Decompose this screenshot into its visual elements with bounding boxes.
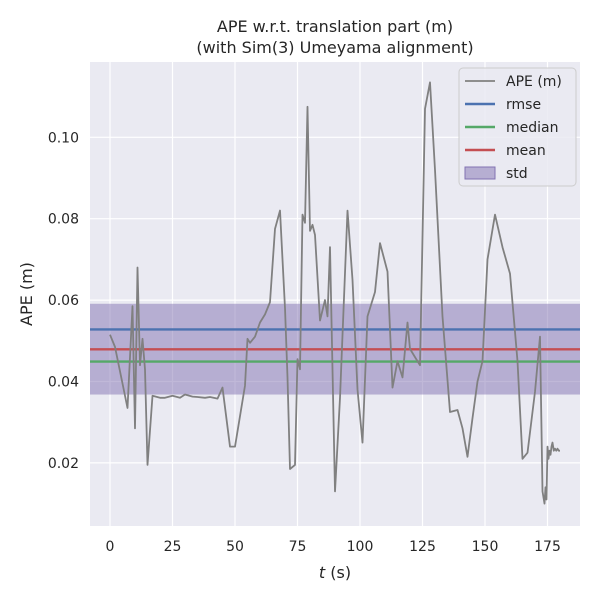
legend-ape-label: APE (m)	[506, 74, 562, 90]
chart-subtitle: (with Sim(3) Umeyama alignment)	[196, 38, 473, 57]
x-axis-label: t (s)	[319, 563, 351, 582]
ape-series-line	[109, 81, 560, 505]
y-axis-label: APE (m)	[17, 262, 36, 326]
series-layer	[109, 81, 560, 505]
y-tick-label: 0.02	[48, 456, 79, 472]
legend: APE (m) rmse median mean std	[458, 67, 577, 187]
y-tick-label: 0.06	[48, 293, 79, 309]
x-tick-label: 75	[289, 539, 307, 555]
y-tick-label: 0.04	[48, 375, 79, 391]
x-tick-label: 150	[472, 539, 499, 555]
y-tick-label: 0.08	[48, 212, 79, 228]
x-tick-label: 25	[164, 539, 182, 555]
legend-std-label: std	[506, 166, 528, 182]
legend-rmse-label: rmse	[506, 97, 541, 113]
tick-labels: 0 25 50 75 100 125 150 175 0.02 0.04 0.06 0.08 0.10	[48, 130, 561, 555]
x-tick-label: 175	[534, 539, 561, 555]
x-axis-unit: (s)	[325, 563, 351, 582]
legend-box	[458, 67, 577, 187]
chart-title: APE w.r.t. translation part (m)	[217, 17, 453, 36]
legend-mean-label: mean	[506, 143, 546, 159]
stat-lines-layer	[90, 328, 580, 363]
legend-std-swatch	[464, 166, 496, 180]
x-tick-label: 0	[106, 539, 115, 555]
legend-median-label: median	[506, 120, 558, 136]
x-axis-var: t	[319, 563, 326, 582]
y-tick-label: 0.10	[48, 130, 79, 146]
x-tick-label: 125	[409, 539, 436, 555]
x-tick-label: 50	[226, 539, 244, 555]
x-tick-label: 100	[347, 539, 374, 555]
